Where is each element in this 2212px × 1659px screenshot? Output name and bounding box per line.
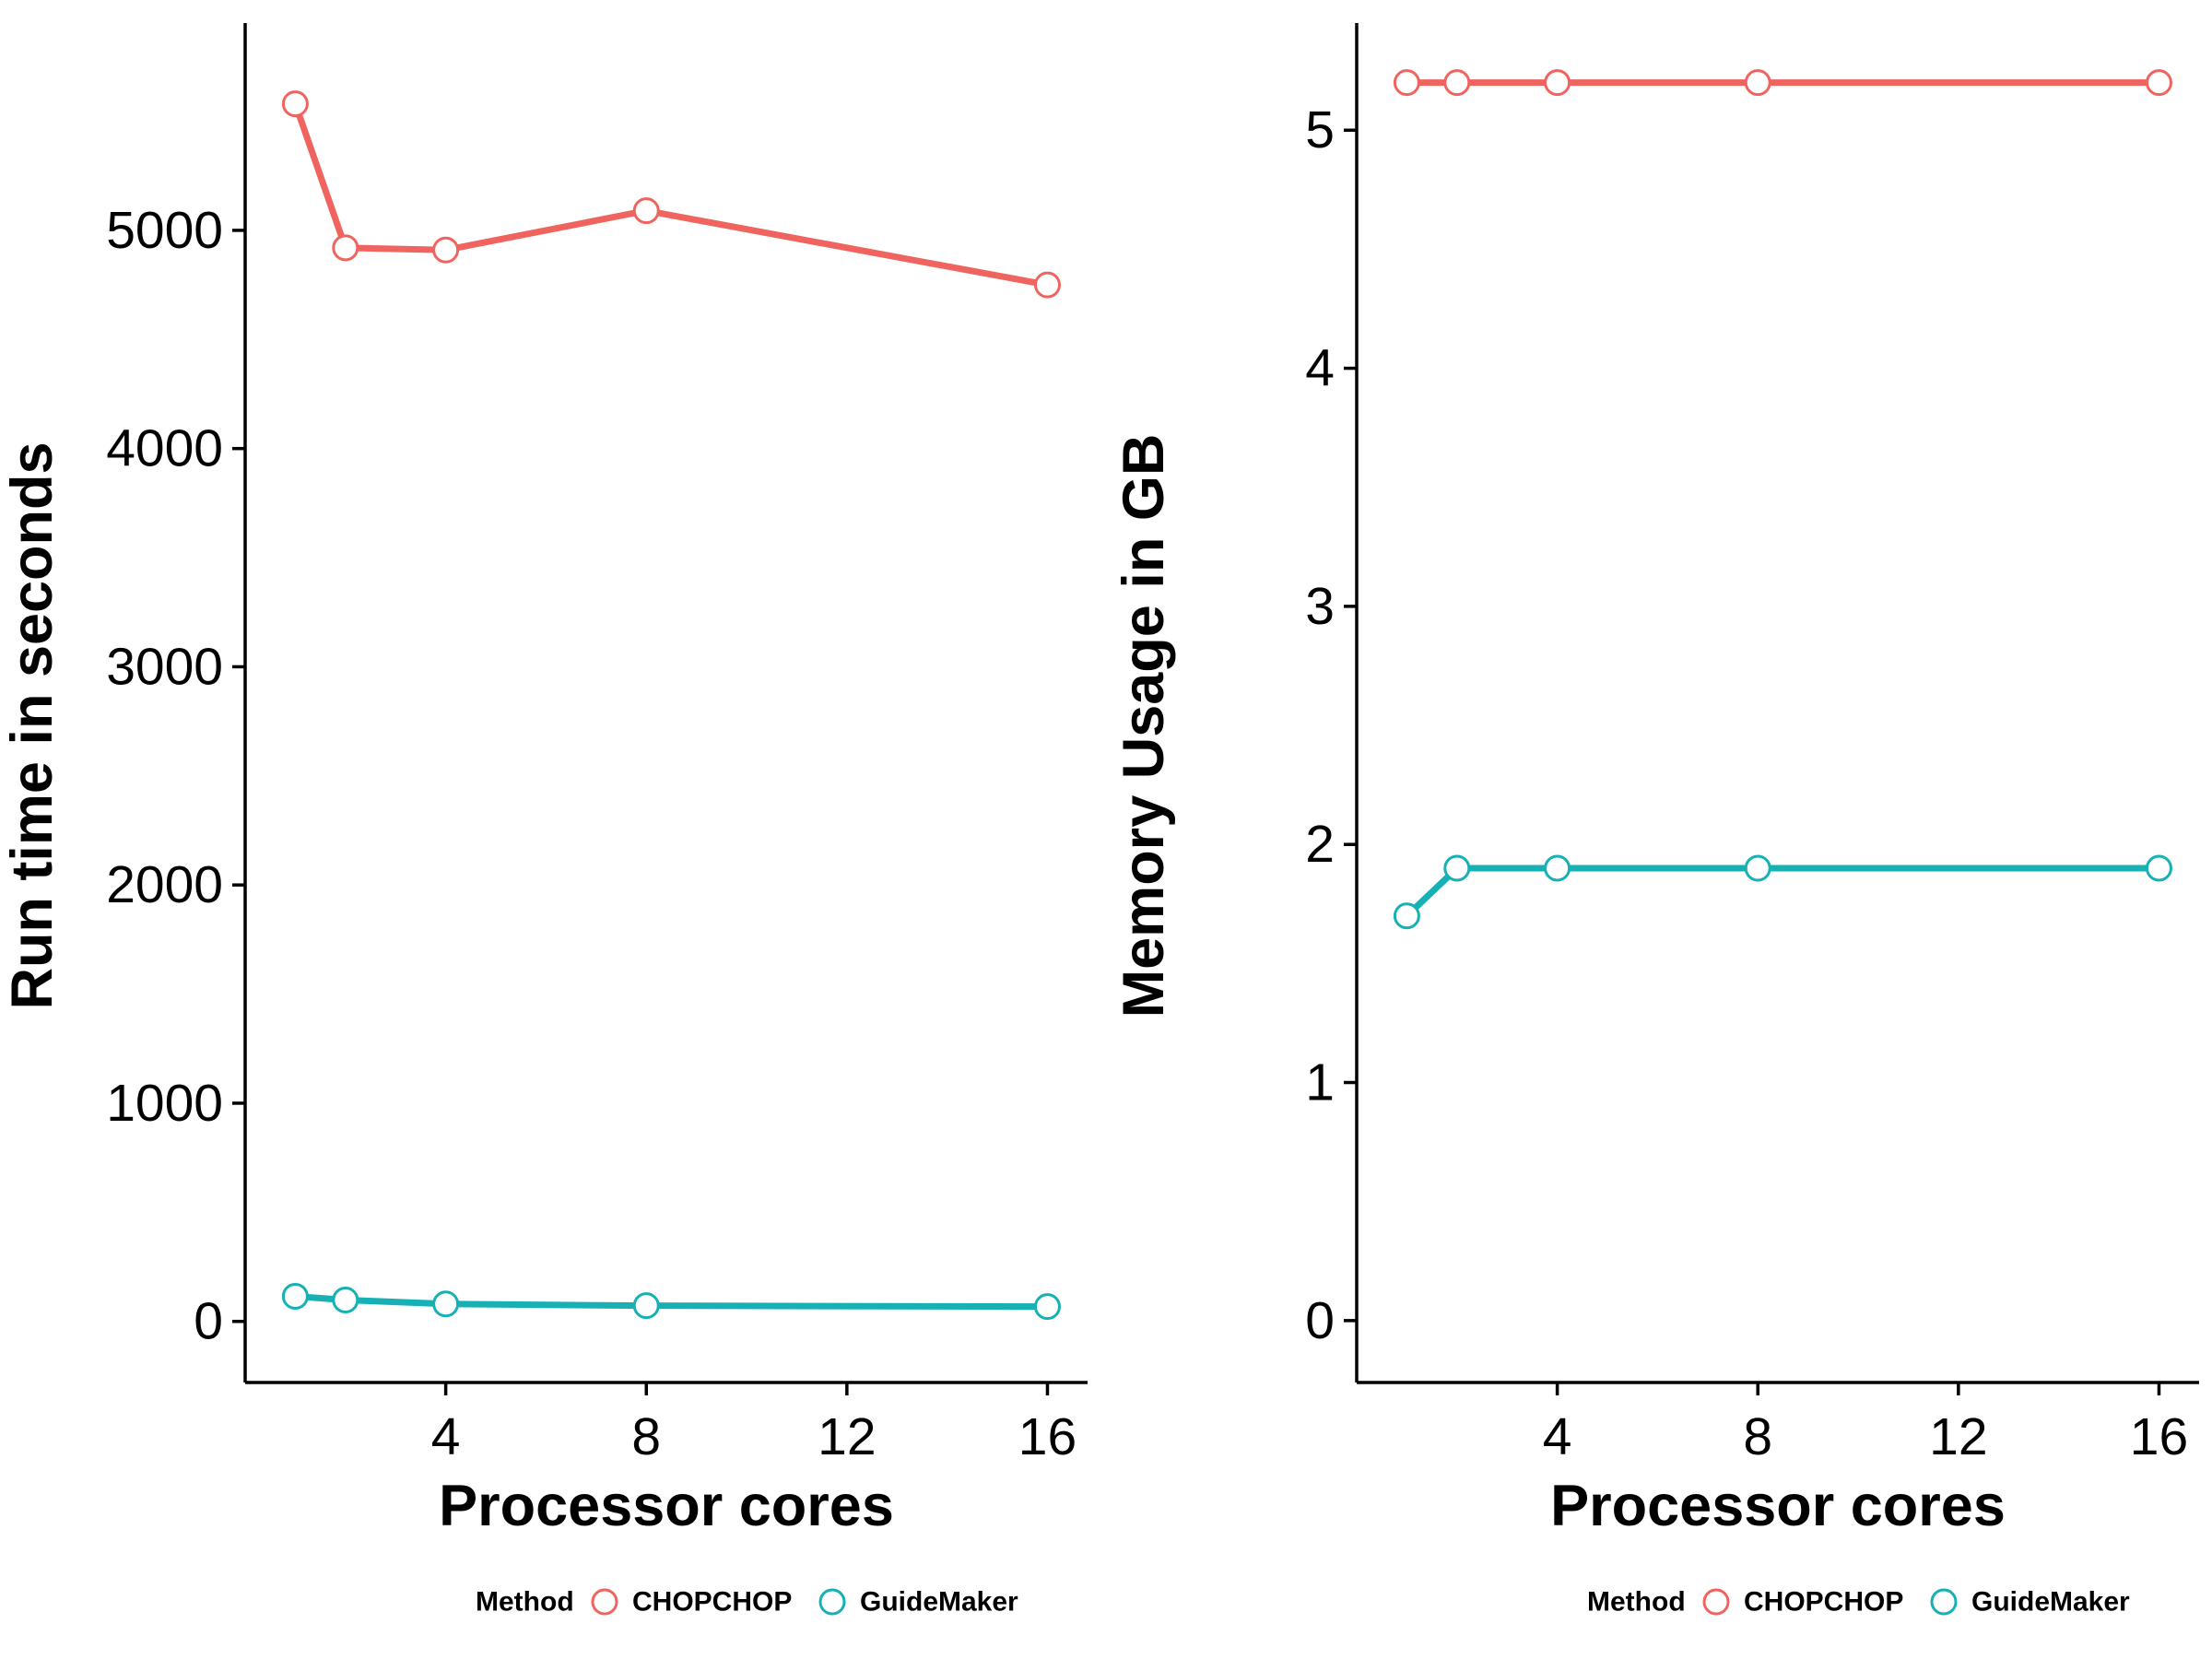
legend-key-guidemaker xyxy=(818,1588,846,1616)
y-tick-label: 1 xyxy=(1305,1053,1335,1112)
legend-label-chopchop: CHOPCHOP xyxy=(1744,1587,1903,1618)
y-tick-label: 5 xyxy=(1305,100,1335,159)
legend-key-chopchop xyxy=(1702,1588,1730,1616)
series-line-chopchop xyxy=(291,100,1051,288)
x-tick-label: 4 xyxy=(1543,1407,1572,1466)
x-tick-label: 16 xyxy=(2130,1407,2188,1466)
data-point-chopchop xyxy=(1744,69,1771,97)
y-tick-label: 3000 xyxy=(106,637,223,696)
legend-label-guidemaker: GuideMaker xyxy=(860,1587,1018,1618)
data-point-chopchop xyxy=(1443,69,1471,97)
legend-key-guidemaker xyxy=(1930,1588,1958,1616)
legend-label-guidemaker: GuideMaker xyxy=(1971,1587,2130,1618)
x-tick-label: 8 xyxy=(1743,1407,1772,1466)
data-point-guidemaker xyxy=(281,1282,309,1310)
data-point-chopchop xyxy=(1544,69,1571,97)
data-point-chopchop xyxy=(1033,271,1061,299)
data-point-chopchop xyxy=(1393,69,1420,97)
data-point-guidemaker xyxy=(1393,902,1420,930)
data-point-guidemaker xyxy=(1443,854,1471,882)
legend-label-chopchop: CHOPCHOP xyxy=(632,1587,792,1618)
legend-title: Method xyxy=(476,1587,574,1618)
data-point-chopchop xyxy=(2145,69,2172,97)
x-tick-label: 4 xyxy=(431,1407,461,1466)
y-tick-label: 0 xyxy=(194,1292,223,1351)
y-tick-label: 3 xyxy=(1305,577,1335,636)
y-tick-label: 1000 xyxy=(106,1074,223,1133)
x-tick-label: 12 xyxy=(818,1407,876,1466)
y-tick-label: 2 xyxy=(1305,815,1335,874)
runtime-panel: 0 1000 2000 3000 4000 5000 4 8 12 16 Processor cor… xyxy=(0,23,1088,1618)
legend-key-chopchop xyxy=(591,1588,618,1616)
data-point-guidemaker xyxy=(332,1287,359,1314)
x-axis-title: Processor cores xyxy=(439,1474,894,1538)
data-point-chopchop xyxy=(332,234,359,262)
y-tick-label: 2000 xyxy=(106,855,223,914)
data-point-guidemaker xyxy=(432,1290,460,1318)
legend-title: Method xyxy=(1587,1587,1686,1618)
y-tick-label: 0 xyxy=(1305,1291,1335,1350)
data-point-guidemaker xyxy=(1033,1293,1061,1321)
y-tick-label: 4000 xyxy=(106,419,223,478)
data-point-guidemaker xyxy=(1744,854,1771,882)
x-tick-label: 8 xyxy=(631,1407,661,1466)
data-point-guidemaker xyxy=(632,1292,660,1320)
series-line-guidemaker xyxy=(1403,865,2162,920)
series-line-guidemaker xyxy=(291,1292,1051,1311)
x-tick-label: 12 xyxy=(1929,1407,1987,1466)
x-tick-label: 16 xyxy=(1018,1407,1077,1466)
y-tick-label: 5000 xyxy=(106,201,223,260)
y-axis-title: Run time in seconds xyxy=(0,441,65,1009)
data-point-guidemaker xyxy=(2145,854,2172,882)
y-tick-label: 4 xyxy=(1305,339,1335,398)
y-axis-title: Memory Usage in GB xyxy=(1112,434,1176,1018)
data-point-chopchop xyxy=(632,197,660,225)
data-point-chopchop xyxy=(432,236,460,264)
data-point-guidemaker xyxy=(1544,854,1571,882)
data-point-chopchop xyxy=(281,90,309,118)
x-axis-title: Processor cores xyxy=(1550,1474,2006,1538)
